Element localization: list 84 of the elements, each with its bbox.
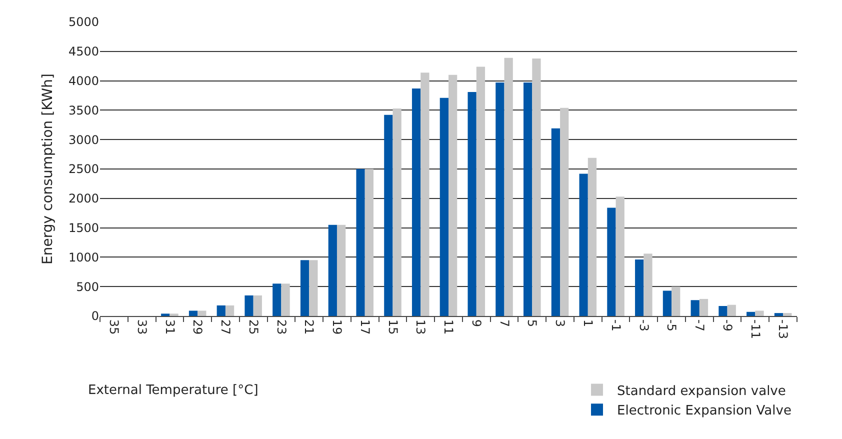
x-tick-label: -11	[748, 319, 762, 340]
x-tick-label: -3	[636, 319, 651, 332]
bar	[774, 313, 784, 316]
bar	[644, 254, 652, 316]
x-tick-label: 19	[330, 319, 344, 335]
bar	[384, 114, 393, 316]
y-tick-label: 2000	[68, 192, 99, 206]
x-tick-label: 35	[107, 319, 122, 335]
bar	[244, 295, 254, 316]
bar	[216, 305, 226, 316]
y-tick-label: 3500	[68, 103, 99, 118]
bar	[440, 98, 448, 316]
y-tick-label: 1500	[68, 221, 99, 235]
y-tick-label: 500	[76, 280, 99, 294]
bar	[690, 300, 700, 316]
legend-label: Standard expansion valve	[617, 384, 786, 399]
bar	[532, 58, 541, 316]
bar	[272, 284, 282, 316]
x-tick-label: 31	[162, 319, 177, 335]
y-tick-label: 2500	[68, 162, 99, 176]
x-tick-label: 13	[414, 319, 428, 335]
bar	[755, 310, 764, 316]
x-tick-label: 25	[246, 319, 260, 335]
y-tick-label: 4500	[68, 44, 99, 59]
bar	[588, 158, 597, 316]
y-tick-label: 3000	[68, 132, 99, 147]
bar	[420, 72, 430, 316]
y-axis-title: Energy consumption [KWh]	[40, 74, 56, 264]
legend-label: Electronic Expansion Valve	[617, 404, 792, 419]
bar	[300, 260, 310, 316]
x-tick-label: 1	[581, 319, 595, 328]
y-tick-label: 1000	[68, 250, 99, 264]
y-tick-label: 5000	[68, 15, 99, 30]
bar	[198, 310, 206, 316]
bar	[412, 88, 421, 316]
bar	[579, 174, 588, 316]
x-tick-label: 3	[553, 319, 568, 328]
bar	[783, 313, 792, 316]
bar	[662, 290, 672, 316]
bar	[281, 284, 290, 316]
bar	[504, 58, 513, 316]
x-tick-label: 5	[525, 319, 540, 328]
x-axis-title: External Temperature [°C]	[88, 383, 258, 398]
x-tick-label: -7	[692, 319, 707, 332]
x-tick-label: 21	[302, 319, 316, 335]
bar	[364, 169, 374, 316]
bar	[328, 224, 337, 316]
bar	[616, 196, 624, 316]
bar	[560, 108, 569, 316]
bar	[524, 82, 532, 316]
bar	[392, 108, 402, 316]
x-tick-label: -13	[776, 319, 790, 340]
x-tick-label: 9	[469, 319, 484, 328]
y-tick-label: 0	[91, 309, 99, 324]
bar	[672, 286, 680, 316]
x-tick-label: 17	[358, 319, 372, 335]
bar	[551, 128, 560, 316]
bar	[253, 295, 262, 316]
x-tick-label: 29	[190, 319, 205, 335]
bar	[225, 305, 234, 316]
bar	[336, 224, 346, 316]
bar	[607, 208, 616, 316]
bar	[476, 66, 486, 316]
bar	[468, 92, 476, 316]
x-tick-label: -9	[720, 319, 734, 332]
bar	[309, 260, 318, 316]
x-tick-label: 33	[134, 319, 149, 335]
x-tick-label: 23	[274, 319, 288, 335]
bar	[188, 310, 198, 316]
x-tick-label: 7	[497, 319, 512, 328]
x-tick-label: -5	[664, 319, 679, 332]
x-tick-label: 27	[218, 319, 233, 335]
y-tick-label: 4000	[68, 74, 99, 88]
bar	[746, 312, 756, 316]
bar	[496, 82, 504, 316]
bar	[356, 169, 365, 316]
bar	[727, 304, 736, 316]
x-tick-label: 11	[442, 319, 456, 335]
bar	[448, 74, 458, 316]
bar	[635, 260, 644, 316]
bar	[699, 298, 708, 316]
bar	[718, 306, 728, 316]
x-tick-label: 15	[386, 319, 400, 335]
x-tick-label: -1	[608, 319, 623, 332]
